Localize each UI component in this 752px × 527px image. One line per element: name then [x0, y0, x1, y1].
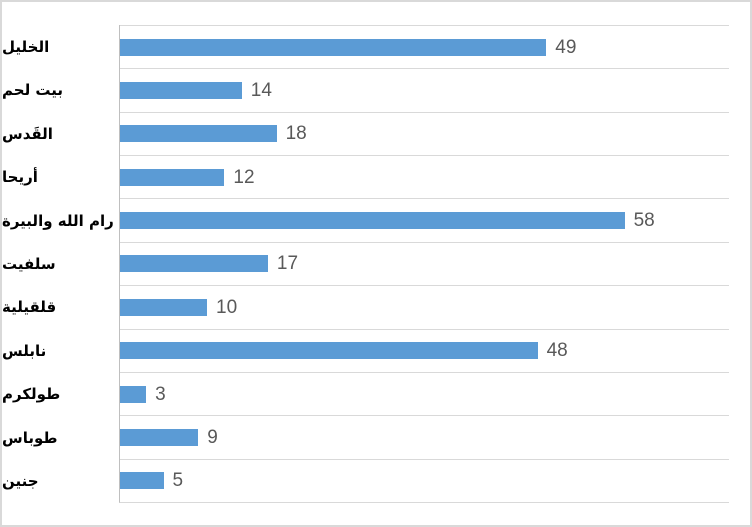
category-label: جنين: [2, 472, 39, 491]
category-label: طولكرم: [2, 385, 61, 404]
chart-row: 5: [120, 458, 729, 502]
bar: [120, 212, 625, 230]
value-label: 14: [250, 80, 272, 102]
value-label: 12: [233, 166, 255, 188]
bar: [120, 168, 225, 186]
value-label: 10: [216, 296, 238, 318]
plot-area: 49 14 18 12 58 17 10 48 3 9 5: [119, 25, 729, 503]
value-label: 9: [207, 426, 218, 448]
category-label: بيت لحم: [2, 81, 64, 100]
bar: [120, 38, 547, 56]
chart-row: 18: [120, 111, 729, 155]
chart-row: 14: [120, 68, 729, 111]
category-label: القَدس: [2, 124, 53, 143]
chart-row: 48: [120, 328, 729, 372]
bar: [120, 298, 207, 316]
chart-row: 9: [120, 415, 729, 458]
chart-row: 17: [120, 241, 729, 285]
value-label: 17: [276, 253, 299, 275]
bar: [120, 82, 242, 100]
category-label: نابلس: [2, 341, 47, 360]
bar: [120, 255, 268, 273]
category-label: قلقيلية: [2, 298, 57, 317]
category-label: الخليل: [2, 37, 50, 56]
value-label: 58: [633, 210, 655, 232]
chart-row: 49: [120, 25, 729, 68]
chart-row: 3: [120, 371, 729, 415]
chart-row: 12: [120, 155, 729, 198]
category-label: طوباس: [2, 428, 58, 447]
chart-row: 58: [120, 198, 729, 241]
category-label: رام الله والبيرة: [2, 211, 114, 230]
bar: [120, 428, 199, 446]
value-label: 18: [285, 123, 307, 145]
chart-row: 10: [120, 285, 729, 328]
value-label: 48: [546, 340, 568, 362]
category-axis-labels: الخليل بيت لحم القَدس أريحا رام الله والبيرة…: [2, 25, 114, 503]
bar: [120, 342, 538, 360]
category-label: سلفيت: [2, 254, 56, 273]
category-label: أريحا: [2, 168, 38, 187]
value-label: 49: [555, 36, 577, 58]
value-label: 5: [172, 470, 184, 492]
bar: [120, 385, 147, 403]
value-label: 3: [155, 383, 166, 405]
bar: [120, 125, 277, 143]
bar: [120, 472, 164, 490]
